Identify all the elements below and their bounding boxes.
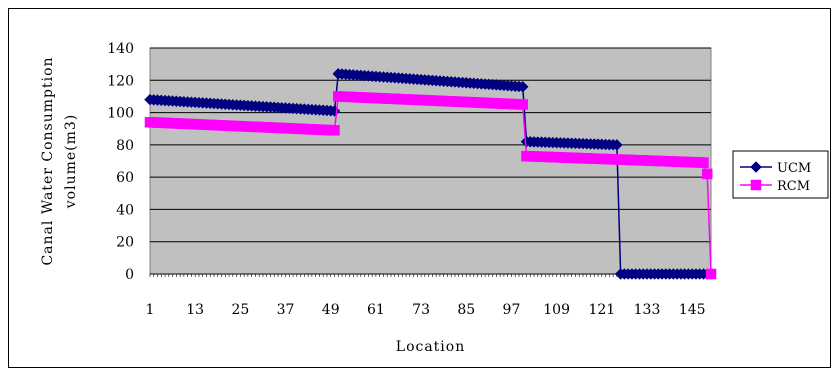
y-tick-label-100: 100 bbox=[107, 106, 134, 122]
x-tick-label-97: 97 bbox=[503, 302, 521, 318]
legend-marker-rcm bbox=[750, 179, 762, 191]
x-tick-label-1: 1 bbox=[146, 302, 155, 318]
x-tick-label-109: 109 bbox=[543, 302, 570, 318]
data-point-ucm bbox=[516, 80, 529, 93]
data-point-rcm bbox=[329, 125, 340, 136]
y-tick-label-20: 20 bbox=[116, 235, 134, 251]
data-point-rcm bbox=[517, 99, 528, 110]
x-tick-label-121: 121 bbox=[588, 302, 615, 318]
legend-label-rcm: RCM bbox=[777, 179, 810, 194]
y-axis-title-line-1: Canal Water Consumption bbox=[40, 56, 56, 265]
data-point-rcm bbox=[705, 268, 717, 280]
y-tick-label-0: 0 bbox=[125, 267, 134, 283]
legend-box bbox=[732, 150, 829, 199]
y-tick-label-80: 80 bbox=[116, 138, 134, 154]
data-point-rcm bbox=[698, 157, 709, 168]
x-tick-label-61: 61 bbox=[367, 302, 385, 318]
x-tick-label-13: 13 bbox=[186, 302, 204, 318]
y-tick-label-60: 60 bbox=[116, 170, 134, 186]
y-tick-label-120: 120 bbox=[107, 73, 134, 89]
x-tick-label-49: 49 bbox=[322, 302, 340, 318]
data-point-ucm bbox=[611, 139, 623, 151]
x-axis-title: Location bbox=[396, 339, 465, 355]
y-tick-label-40: 40 bbox=[116, 202, 134, 218]
x-tick-label-25: 25 bbox=[231, 302, 249, 318]
data-point-rcm bbox=[701, 168, 713, 180]
x-tick-label-37: 37 bbox=[277, 302, 295, 318]
legend-marker-ucm bbox=[750, 161, 762, 173]
x-tick-label-73: 73 bbox=[412, 302, 430, 318]
y-tick-label-140: 140 bbox=[107, 41, 134, 57]
x-tick-label-133: 133 bbox=[634, 302, 661, 318]
x-tick-label-145: 145 bbox=[679, 302, 706, 318]
x-tick-label-85: 85 bbox=[457, 302, 475, 318]
y-axis-title-line-2: volume(m3) bbox=[63, 114, 79, 210]
legend-label-ucm: UCM bbox=[777, 161, 811, 176]
